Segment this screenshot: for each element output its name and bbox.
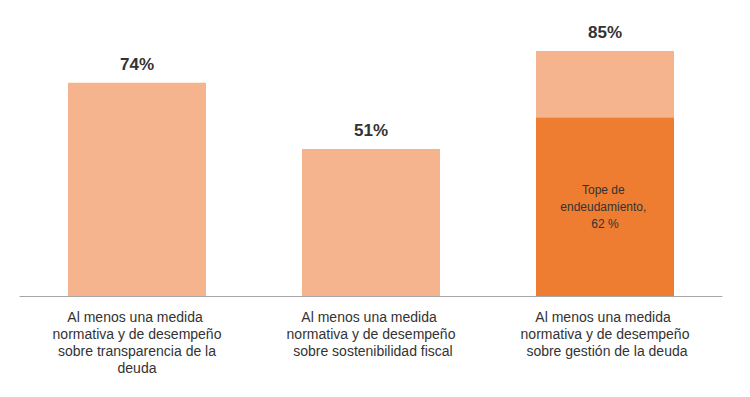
svg-text:sobre gestión de la deuda: sobre gestión de la deuda: [522, 343, 687, 359]
svg-text:Tope de: Tope de: [582, 183, 628, 197]
svg-text:deuda: deuda: [118, 360, 157, 376]
svg-text:62 %: 62 %: [591, 217, 619, 231]
svg-text:sobre sostenibilidad fiscal: sobre sostenibilidad fiscal: [289, 343, 452, 359]
svg-text:85%: 85%: [588, 23, 622, 42]
svg-text:74%: 74%: [120, 55, 154, 74]
svg-text:Al menos una medida: Al menos una medida: [535, 309, 674, 325]
svg-text:normativa y de desempeño: normativa y de desempeño: [521, 326, 690, 342]
svg-text:endeudamiento,: endeudamiento,: [560, 200, 649, 214]
svg-text:normativa y de desempeño: normativa y de desempeño: [53, 326, 222, 342]
svg-text:Al menos una medida: Al menos una medida: [301, 309, 440, 325]
svg-text:51%: 51%: [354, 121, 388, 140]
svg-text:Al menos una medida: Al menos una medida: [67, 309, 206, 325]
svg-text:sobre transparencia de la: sobre transparencia de la: [54, 343, 220, 359]
svg-text:normativa y de desempeño: normativa y de desempeño: [287, 326, 456, 342]
